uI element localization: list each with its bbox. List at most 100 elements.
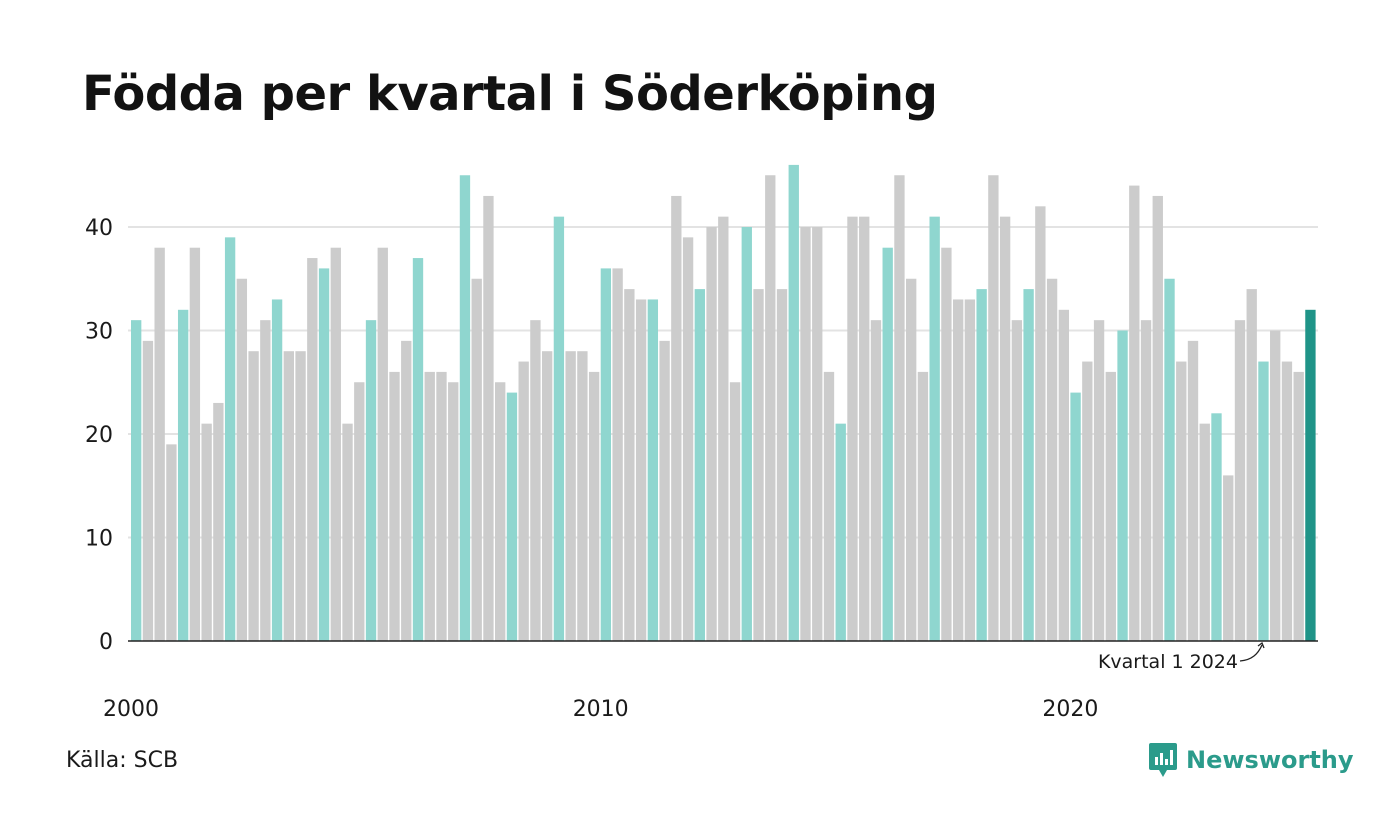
bar (354, 382, 365, 641)
bar (635, 299, 647, 641)
annotation-arrow (1239, 644, 1263, 662)
bar (154, 247, 165, 641)
bar (471, 278, 482, 641)
bar (600, 268, 612, 641)
y-axis-ticks: 0 10 20 30 40 (85, 216, 113, 655)
bar (964, 299, 976, 641)
bar (835, 423, 846, 641)
y-tick-label: 30 (85, 320, 113, 345)
bar (988, 175, 999, 641)
bar (271, 299, 283, 641)
bar (1199, 423, 1210, 641)
bar (753, 289, 764, 641)
bar (412, 258, 424, 641)
bar (565, 351, 576, 641)
bar (894, 175, 905, 641)
bar (976, 289, 987, 641)
bar (448, 382, 459, 641)
bar (201, 423, 212, 641)
bar (765, 175, 776, 641)
bar (1223, 475, 1234, 641)
bar (776, 289, 788, 641)
bar (248, 351, 259, 641)
bar (999, 216, 1011, 641)
bar (142, 340, 154, 641)
bar (1058, 309, 1070, 641)
bar (624, 289, 635, 641)
bar (295, 351, 306, 641)
bar (1187, 340, 1199, 641)
bar (1046, 278, 1058, 641)
bars (131, 164, 1316, 642)
bar (342, 423, 353, 641)
bar (1211, 413, 1222, 641)
bar (694, 289, 705, 641)
bar (741, 227, 752, 641)
bar (389, 371, 400, 641)
bar (483, 195, 494, 641)
bar (1293, 371, 1304, 641)
annotation-label: Kvartal 1 2024 (1098, 651, 1238, 673)
bar (377, 247, 388, 641)
y-tick-label: 40 (85, 216, 113, 241)
bar (213, 402, 224, 641)
bar (659, 340, 670, 641)
bar (952, 299, 964, 641)
bar (506, 392, 518, 641)
bar (1164, 278, 1175, 641)
bar (1093, 320, 1105, 641)
bar (941, 247, 952, 641)
bar (812, 227, 823, 641)
bar (459, 175, 471, 641)
bar (1082, 361, 1093, 641)
bar (1129, 185, 1140, 641)
bar (906, 278, 917, 641)
bar (1152, 195, 1163, 641)
newsworthy-logo: Newsworthy (1148, 742, 1354, 778)
bar (1258, 361, 1269, 641)
bar (929, 216, 940, 641)
bar (823, 371, 835, 641)
bar-chart: 0 10 20 30 40 2000 2010 2020 Kvartal 1 2024 (85, 164, 1318, 722)
x-tick-label: 2010 (573, 697, 629, 722)
bar (1035, 206, 1046, 642)
bar (612, 268, 623, 641)
bar (870, 320, 882, 641)
bar (330, 247, 341, 641)
bar (1246, 289, 1257, 641)
bar (1281, 361, 1293, 641)
bar (365, 320, 377, 641)
bar (189, 247, 201, 641)
y-tick-label: 20 (85, 423, 113, 448)
bar (131, 320, 142, 641)
bar (788, 164, 799, 641)
bar (729, 382, 741, 641)
chart-title: Födda per kvartal i Söderköping (82, 66, 938, 122)
bar (588, 371, 600, 641)
x-tick-label: 2000 (103, 697, 159, 722)
bar (882, 247, 893, 641)
bar (1105, 371, 1116, 641)
bar (859, 216, 870, 641)
bar (1176, 361, 1187, 641)
bar (577, 351, 588, 641)
bar (1140, 320, 1152, 641)
x-tick-label: 2020 (1042, 697, 1098, 722)
bar (518, 361, 529, 641)
bar-latest (1305, 309, 1316, 641)
bar (283, 351, 294, 641)
newsworthy-logo-icon (1149, 743, 1177, 777)
bar (401, 340, 412, 641)
bar (224, 237, 236, 641)
bar (177, 309, 189, 641)
bar (682, 237, 694, 641)
bar (671, 195, 682, 641)
bar (647, 299, 659, 641)
bar (800, 227, 811, 641)
bar (1023, 289, 1034, 641)
bar (1117, 330, 1128, 641)
bar (1070, 392, 1081, 641)
bar (307, 258, 318, 641)
bar (495, 382, 506, 641)
y-tick-label: 0 (99, 630, 113, 655)
